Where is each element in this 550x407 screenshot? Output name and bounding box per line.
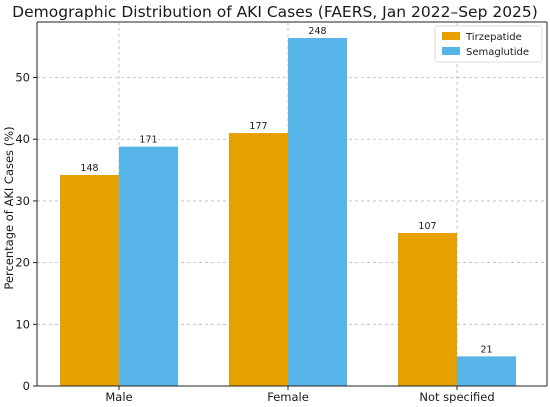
data-labels: 148 177 107 171 248 21 [80, 26, 492, 355]
y-tick-label: 10 [15, 317, 30, 331]
data-label: 177 [249, 121, 267, 132]
data-label: 21 [480, 344, 492, 355]
bar-semaglutide-not-specified [457, 356, 516, 386]
bar-tirzepatide-male [60, 175, 119, 386]
data-label: 248 [308, 26, 326, 37]
legend-label-semaglutide: Semaglutide [466, 47, 529, 58]
y-tick-label: 40 [15, 132, 30, 146]
legend: Tirzepatide Semaglutide [434, 25, 543, 63]
legend-label-tirzepatide: Tirzepatide [465, 32, 522, 43]
y-tick-label: 30 [15, 194, 30, 208]
bar-semaglutide-female [288, 38, 347, 386]
data-label: 148 [80, 163, 98, 174]
bar-semaglutide-male [119, 146, 178, 386]
y-tick-label: 50 [15, 71, 30, 85]
legend-box [434, 25, 543, 63]
x-tick-label: Female [267, 390, 309, 403]
bar-tirzepatide-not-specified [398, 232, 457, 386]
y-tick-label: 0 [23, 379, 30, 393]
data-label: 107 [418, 221, 436, 232]
bars [60, 38, 516, 386]
legend-swatch-semaglutide [442, 47, 460, 55]
y-tick-label: 20 [15, 256, 30, 270]
axes: 0 10 20 30 40 50 Male Female Not specified [15, 21, 548, 404]
x-tick-label: Male [105, 390, 132, 403]
y-axis-label: Percentage of AKI Cases (%) [2, 126, 16, 289]
bar-tirzepatide-female [229, 133, 288, 386]
legend-swatch-tirzepatide [442, 32, 460, 40]
x-tick-label: Not specified [419, 390, 494, 403]
data-label: 171 [139, 135, 157, 146]
chart-title: Demographic Distribution of AKI Cases (F… [12, 3, 538, 21]
